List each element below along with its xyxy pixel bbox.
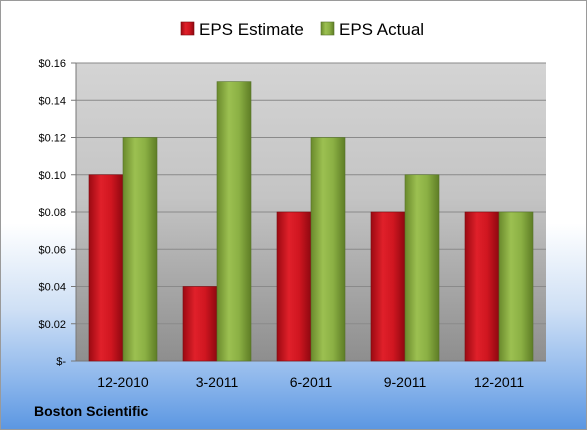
- x-tick-label: 6-2011: [290, 374, 333, 390]
- x-tick-label: 9-2011: [384, 374, 427, 390]
- x-tick-label: 3-2011: [196, 374, 239, 390]
- x-tick-label: 12-2010: [97, 374, 149, 390]
- y-tick-label: $0.08: [38, 207, 66, 219]
- y-tick-label: $0.04: [38, 282, 66, 294]
- bar-eps-actual: [122, 137, 158, 362]
- y-tick-label: $0.12: [38, 133, 66, 145]
- legend-eps-estimate-swatch: [180, 21, 195, 36]
- bar-eps-estimate: [276, 211, 312, 362]
- legend-eps-actual-label: EPS Actual: [339, 20, 424, 39]
- y-tick-label: $0.16: [38, 58, 66, 70]
- y-tick-label: $0.06: [38, 244, 66, 256]
- bar-eps-actual: [498, 211, 534, 362]
- company-name: Boston Scientific: [34, 403, 149, 419]
- bar-eps-estimate: [88, 174, 124, 362]
- plot-area: $- $0.02 $0.04 $0.06 $0.08 $0.10 $0.12 $0.14 $0.…: [38, 58, 546, 390]
- bar-eps-actual: [216, 81, 252, 362]
- legend-eps-estimate-label: EPS Estimate: [199, 20, 304, 39]
- y-tick-label: $0.02: [38, 319, 66, 331]
- y-tick-label: $0.14: [38, 95, 66, 107]
- legend-eps-actual-swatch: [320, 21, 335, 36]
- bar-eps-actual: [404, 174, 440, 362]
- bar-eps-estimate: [370, 211, 406, 362]
- bar-eps-actual: [310, 137, 346, 362]
- y-tick-label: $0.10: [38, 170, 66, 182]
- legend: EPS Estimate EPS Actual: [180, 20, 424, 39]
- x-tick-label: 12-2011: [474, 374, 525, 390]
- bar-eps-estimate: [464, 211, 500, 362]
- bar-eps-estimate: [182, 286, 218, 362]
- y-tick-label: $-: [56, 356, 66, 368]
